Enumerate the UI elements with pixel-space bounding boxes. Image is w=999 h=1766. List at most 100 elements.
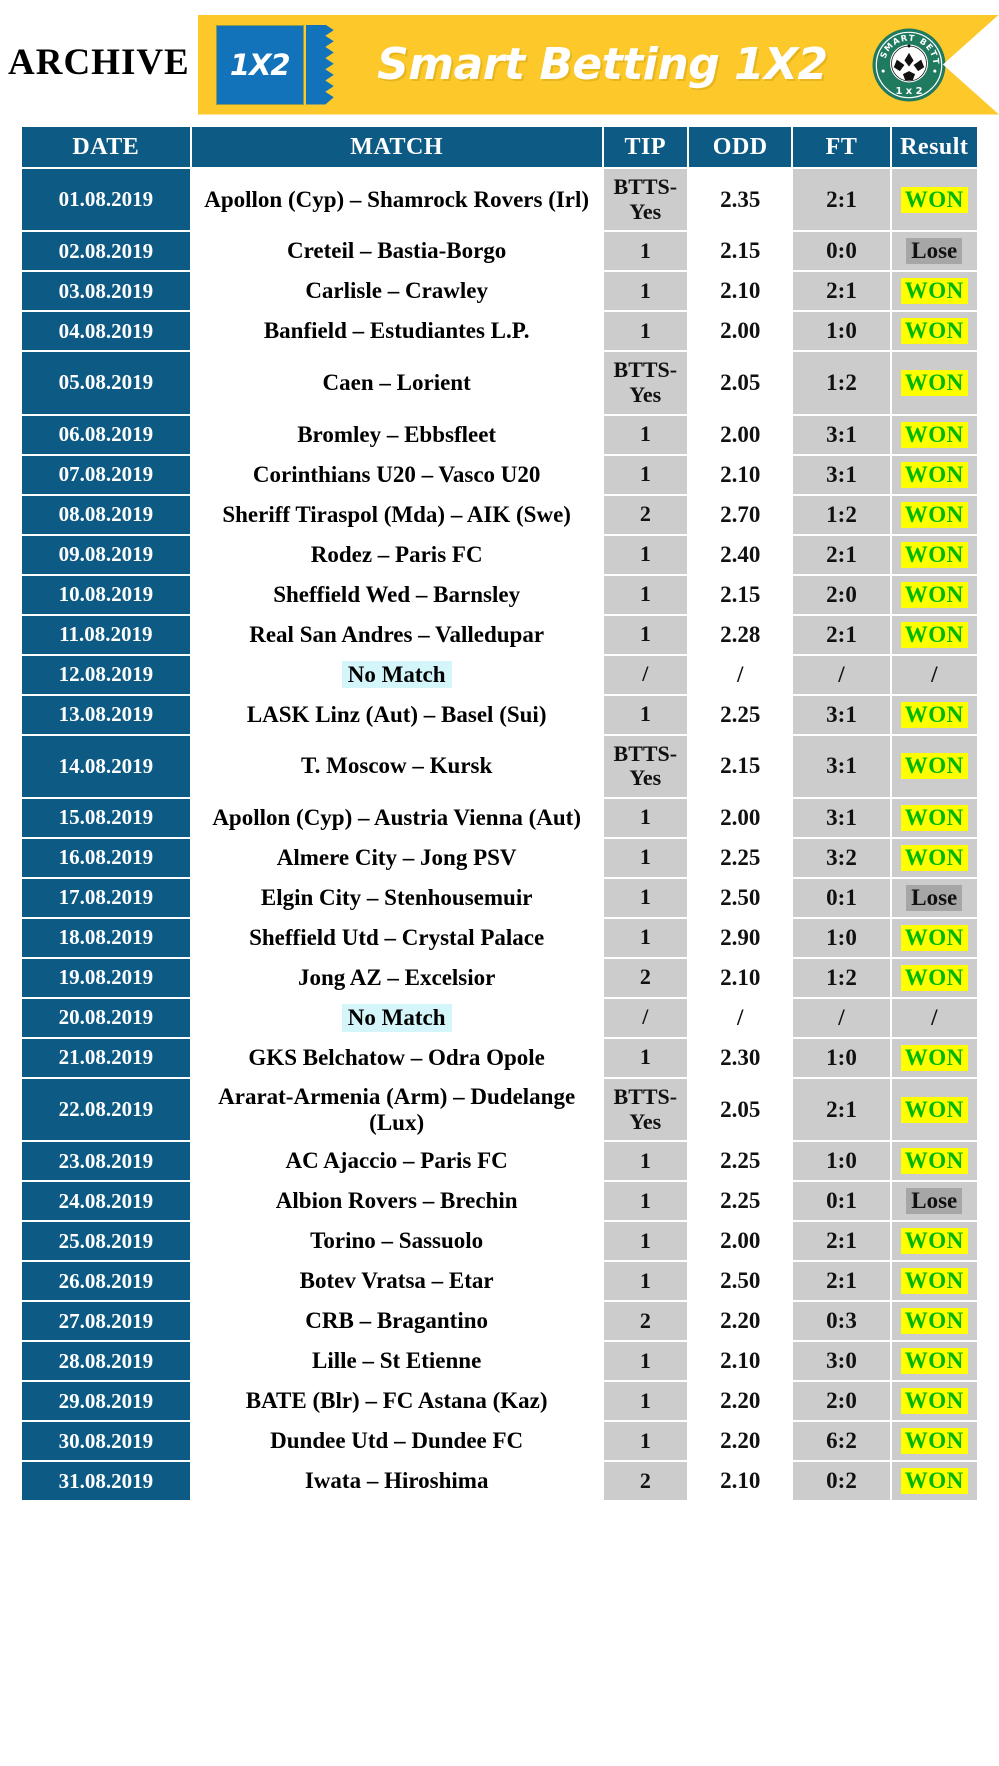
cell-tip: 1	[603, 575, 687, 614]
cell-date: 15.08.2019	[22, 798, 190, 837]
cell-match: Sheffield Wed – Barnsley	[191, 575, 602, 614]
cell-odd: 2.15	[688, 575, 792, 614]
cell-odd: /	[688, 655, 792, 694]
table-row: 12.08.2019 No Match / / / /	[22, 655, 977, 694]
cell-match: LASK Linz (Aut) – Basel (Sui)	[191, 695, 602, 734]
cell-result: WON	[891, 735, 977, 797]
cell-odd: 2.10	[688, 272, 792, 311]
cell-match: Dundee Utd – Dundee FC	[191, 1422, 602, 1461]
cell-result: WON	[891, 1422, 977, 1461]
table-row: 19.08.2019 Jong AZ – Excelsior 2 2.10 1:2 WON	[22, 958, 977, 997]
cell-tip: 1	[603, 455, 687, 494]
cell-odd: 2.25	[688, 1182, 792, 1221]
cell-odd: 2.10	[688, 1342, 792, 1381]
cell-result: Lose	[891, 1182, 977, 1221]
cell-result: WON	[891, 272, 977, 311]
cell-date: 01.08.2019	[22, 169, 190, 231]
result-won-badge: WON	[900, 1148, 968, 1175]
ticket-stub	[305, 24, 334, 105]
cell-result: WON	[891, 918, 977, 957]
cell-date: 26.08.2019	[22, 1262, 190, 1301]
ticket-perforation	[303, 25, 306, 104]
cell-match: Caen – Lorient	[191, 352, 602, 414]
cell-match: Botev Vratsa – Etar	[191, 1262, 602, 1301]
cell-ft: 1:0	[793, 1038, 890, 1077]
no-match-label: No Match	[341, 660, 452, 689]
cell-tip: 1	[603, 1222, 687, 1261]
cell-match: Torino – Sassuolo	[191, 1222, 602, 1261]
cell-ft: 3:2	[793, 838, 890, 877]
cell-ft: 1:0	[793, 918, 890, 957]
cell-date: 28.08.2019	[22, 1342, 190, 1381]
cell-odd: 2.30	[688, 1038, 792, 1077]
cell-tip: 1	[603, 695, 687, 734]
table-row: 20.08.2019 No Match / / / /	[22, 998, 977, 1037]
cell-odd: 2.00	[688, 312, 792, 351]
cell-tip: 1	[603, 1422, 687, 1461]
cell-tip: 1	[603, 312, 687, 351]
cell-ft: 1:0	[793, 312, 890, 351]
cell-ft: 3:0	[793, 1342, 890, 1381]
svg-text:1 x 2: 1 x 2	[896, 85, 923, 96]
table-row: 27.08.2019 CRB – Bragantino 2 2.20 0:3 WON	[22, 1302, 977, 1341]
cell-odd: 2.20	[688, 1382, 792, 1421]
cell-odd: 2.00	[688, 1222, 792, 1261]
cell-odd: 2.10	[688, 958, 792, 997]
table-row: 30.08.2019 Dundee Utd – Dundee FC 1 2.20 6:2…	[22, 1422, 977, 1461]
result-won-badge: WON	[900, 186, 968, 213]
cell-match: No Match	[191, 998, 602, 1037]
cell-odd: 2.25	[688, 838, 792, 877]
result-won-badge: WON	[900, 701, 968, 728]
cell-date: 17.08.2019	[22, 878, 190, 917]
table-row: 16.08.2019 Almere City – Jong PSV 1 2.25 3:2…	[22, 838, 977, 877]
cell-tip: 1	[603, 272, 687, 311]
table-header-row: DATE MATCH TIP ODD FT Result	[22, 127, 977, 167]
result-won-badge: WON	[900, 278, 968, 305]
cell-date: 06.08.2019	[22, 415, 190, 454]
cell-match: CRB – Bragantino	[191, 1302, 602, 1341]
cell-ft: 1:2	[793, 495, 890, 534]
table-row: 02.08.2019 Creteil – Bastia-Borgo 1 2.15 0:0…	[22, 232, 977, 271]
cell-match: GKS Belchatow – Odra Opole	[191, 1038, 602, 1077]
cell-odd: 2.50	[688, 878, 792, 917]
cell-ft: /	[793, 655, 890, 694]
result-won-badge: WON	[900, 1388, 968, 1415]
cell-odd: 2.50	[688, 1262, 792, 1301]
cell-result: WON	[891, 415, 977, 454]
cell-match: Carlisle – Crawley	[191, 272, 602, 311]
cell-ft: 3:1	[793, 735, 890, 797]
cell-result: WON	[891, 312, 977, 351]
table-row: 29.08.2019 BATE (Blr) – FC Astana (Kaz) 1 2…	[22, 1382, 977, 1421]
cell-match: Rodez – Paris FC	[191, 535, 602, 574]
ticket-logo-icon: 1X2	[215, 24, 334, 105]
cell-date: 07.08.2019	[22, 455, 190, 494]
cell-date: 29.08.2019	[22, 1382, 190, 1421]
result-won-badge: WON	[900, 964, 968, 991]
cell-odd: 2.90	[688, 918, 792, 957]
cell-odd: 2.28	[688, 615, 792, 654]
cell-date: 14.08.2019	[22, 735, 190, 797]
cell-odd: 2.10	[688, 455, 792, 494]
cell-odd: 2.05	[688, 352, 792, 414]
cell-ft: 6:2	[793, 1422, 890, 1461]
cell-odd: 2.00	[688, 415, 792, 454]
result-won-badge: WON	[900, 753, 968, 780]
cell-ft: 3:1	[793, 798, 890, 837]
cell-odd: /	[688, 998, 792, 1037]
result-won-badge: WON	[900, 1348, 968, 1375]
cell-date: 02.08.2019	[22, 232, 190, 271]
cell-tip: BTTS- Yes	[603, 352, 687, 414]
cell-date: 05.08.2019	[22, 352, 190, 414]
result-won-badge: WON	[900, 1096, 968, 1123]
cell-match: No Match	[191, 655, 602, 694]
cell-match: BATE (Blr) – FC Astana (Kaz)	[191, 1382, 602, 1421]
result-lose-badge: Lose	[906, 238, 963, 265]
table-row: 13.08.2019 LASK Linz (Aut) – Basel (Sui) 1…	[22, 695, 977, 734]
cell-match: Elgin City – Stenhousemuir	[191, 878, 602, 917]
cell-tip: 1	[603, 918, 687, 957]
cell-result: WON	[891, 1222, 977, 1261]
cell-result: /	[891, 655, 977, 694]
cell-tip: 1	[603, 1038, 687, 1077]
cell-odd: 2.25	[688, 1142, 792, 1181]
table-row: 09.08.2019 Rodez – Paris FC 1 2.40 2:1 WON	[22, 535, 977, 574]
